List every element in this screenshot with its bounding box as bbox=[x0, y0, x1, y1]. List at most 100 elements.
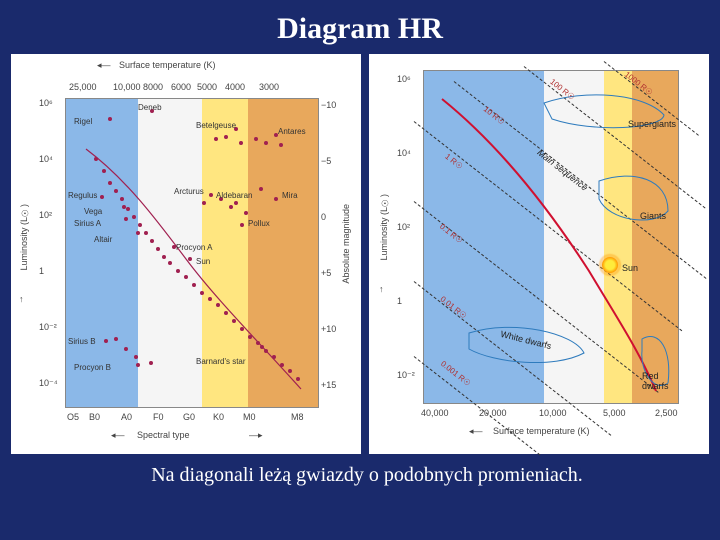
star-point bbox=[144, 231, 148, 235]
star-point bbox=[248, 335, 252, 339]
tick-x: 5,000 bbox=[603, 408, 626, 418]
x-axis-arrow-r: ◂— bbox=[469, 426, 483, 437]
star-point bbox=[149, 361, 153, 365]
star-point-named bbox=[202, 201, 206, 205]
page-title: Diagram HR bbox=[0, 0, 720, 54]
region-label: Red dwarfs bbox=[642, 371, 678, 391]
tick-y-right: +15 bbox=[321, 380, 336, 390]
star-label: Antares bbox=[278, 127, 306, 136]
star-point bbox=[108, 181, 112, 185]
tick-bottom: F0 bbox=[153, 412, 164, 422]
star-label: Aldebaran bbox=[216, 191, 252, 200]
star-point bbox=[259, 187, 263, 191]
bottom-axis-arrow-r: —▸ bbox=[249, 430, 263, 441]
tick-top: 4000 bbox=[225, 82, 245, 92]
star-label: Procyon B bbox=[74, 363, 111, 372]
tick-y-left: 1 bbox=[39, 266, 44, 276]
main-sequence-curve bbox=[86, 149, 301, 389]
star-point bbox=[134, 355, 138, 359]
star-point bbox=[239, 141, 243, 145]
region-label: Giants bbox=[640, 211, 666, 221]
tick-y-left: 10⁴ bbox=[39, 154, 53, 164]
tick-y-right: +10 bbox=[321, 324, 336, 334]
star-point-named bbox=[240, 223, 244, 227]
tick-y-right: −5 bbox=[321, 156, 331, 166]
star-label: Sirius A bbox=[74, 219, 101, 228]
hr-diagram-left: ◂— Surface temperature (K) 25,00010,0008… bbox=[11, 54, 361, 454]
star-point-named bbox=[104, 339, 108, 343]
x-axis-label-right: Surface temperature (K) bbox=[493, 426, 590, 436]
star-point bbox=[214, 137, 218, 141]
star-point bbox=[132, 215, 136, 219]
star-point bbox=[254, 137, 258, 141]
bottom-axis-label: Spectral type bbox=[137, 430, 190, 440]
tick-x: 10,000 bbox=[539, 408, 567, 418]
tick-bottom: O5 bbox=[67, 412, 79, 422]
tick-y: 1 bbox=[397, 296, 402, 306]
tick-bottom: M8 bbox=[291, 412, 304, 422]
star-point bbox=[120, 197, 124, 201]
star-point bbox=[288, 369, 292, 373]
tick-y-left: 10⁻⁴ bbox=[39, 378, 58, 389]
star-point-named bbox=[108, 117, 112, 121]
tick-top: 3000 bbox=[259, 82, 279, 92]
bottom-axis-arrow: ◂— bbox=[111, 430, 125, 441]
tick-y-right: −10 bbox=[321, 100, 336, 110]
star-point bbox=[138, 223, 142, 227]
tick-y-left: 10² bbox=[39, 210, 52, 220]
star-point-named bbox=[234, 201, 238, 205]
star-point bbox=[224, 311, 228, 315]
star-point bbox=[296, 377, 300, 381]
star-point-named bbox=[100, 195, 104, 199]
region-label: Supergiants bbox=[628, 119, 676, 129]
star-label: Altair bbox=[94, 235, 112, 244]
sun-icon bbox=[602, 257, 618, 273]
star-point bbox=[264, 141, 268, 145]
star-point bbox=[232, 319, 236, 323]
star-point-named bbox=[260, 345, 264, 349]
star-point bbox=[224, 135, 228, 139]
star-label: Arcturus bbox=[174, 187, 204, 196]
top-axis-label: Surface temperature (K) bbox=[119, 60, 216, 70]
tick-y-left: 10⁻² bbox=[39, 322, 57, 333]
star-label: Betelgeuse bbox=[196, 121, 236, 130]
star-label: Rigel bbox=[74, 117, 92, 126]
star-point-named bbox=[122, 205, 126, 209]
tick-top: 8000 bbox=[143, 82, 163, 92]
tick-bottom: B0 bbox=[89, 412, 100, 422]
y-label-right: Luminosity (L☉) bbox=[379, 194, 389, 261]
panels-row: ◂— Surface temperature (K) 25,000 10,000 8… bbox=[0, 54, 720, 454]
star-point bbox=[244, 211, 248, 215]
y-arrow-right: ↑ bbox=[379, 284, 384, 294]
star-label: Mira bbox=[282, 191, 298, 200]
star-label: Sirius B bbox=[68, 337, 96, 346]
star-point bbox=[114, 189, 118, 193]
star-point bbox=[124, 347, 128, 351]
tick-y-left: 10⁶ bbox=[39, 98, 53, 108]
star-label: Deneb bbox=[138, 103, 162, 112]
y-right-label: Absolute magnitude bbox=[341, 204, 351, 284]
tick-y: 10⁶ bbox=[397, 74, 411, 84]
star-label: Procyon A bbox=[176, 243, 212, 252]
star-point bbox=[176, 269, 180, 273]
star-point bbox=[184, 275, 188, 279]
tick-bottom: K0 bbox=[213, 412, 224, 422]
star-point bbox=[94, 157, 98, 161]
tick-y: 10⁻² bbox=[397, 370, 415, 381]
top-axis-arrow: ◂— bbox=[97, 60, 111, 71]
plot-area-left: RigelDenebBetelgeuseAntaresRegulusVegaSi… bbox=[65, 98, 319, 408]
tick-x: 2,500 bbox=[655, 408, 678, 418]
tick-y: 10² bbox=[397, 222, 410, 232]
tick-y: 10⁴ bbox=[397, 148, 411, 158]
y-left-arrow: ↑ bbox=[19, 294, 24, 304]
star-point bbox=[150, 239, 154, 243]
y-left-label: Luminosity (L☉) bbox=[19, 204, 29, 271]
star-point bbox=[272, 355, 276, 359]
star-point-named bbox=[136, 363, 140, 367]
star-label: Vega bbox=[84, 207, 102, 216]
hr-diagram-right: Sun Main sequence SupergiantsGiantsWhite… bbox=[369, 54, 709, 454]
star-point bbox=[126, 207, 130, 211]
star-point bbox=[200, 291, 204, 295]
sun-label: Sun bbox=[622, 263, 638, 273]
tick-top: 25,000 bbox=[69, 82, 97, 92]
